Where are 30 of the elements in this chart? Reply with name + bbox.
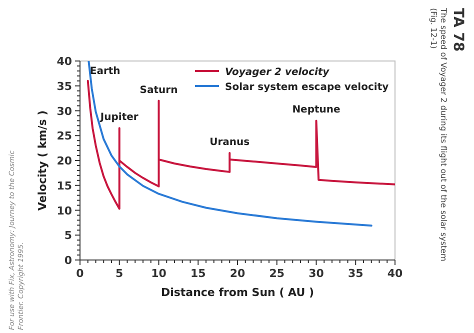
annotation: Uranus — [210, 137, 250, 148]
x-tick-label: 35 — [348, 267, 364, 280]
x-axis-title: Distance from Sun ( AU ) — [160, 286, 314, 299]
y-tick-label: 10 — [56, 204, 72, 218]
y-tick-label: 30 — [56, 104, 72, 118]
x-tick-label: 20 — [230, 267, 246, 280]
x-tick-label: 5 — [116, 267, 124, 280]
y-tick-label: 20 — [56, 154, 72, 168]
y-tick-label: 25 — [56, 130, 72, 143]
annotation: Saturn — [140, 84, 178, 96]
x-tick-label: 30 — [308, 267, 324, 280]
x-tick-label: 0 — [76, 267, 84, 280]
x-tick-label: 25 — [269, 267, 285, 280]
annotation: Earth — [90, 66, 120, 77]
legend-label: Solar system escape velocity — [225, 82, 390, 93]
y-tick-label: 35 — [56, 80, 72, 93]
annotation: Jupiter — [99, 112, 138, 124]
x-tick-label: 40 — [387, 267, 403, 280]
y-tick-label: 0 — [64, 254, 72, 267]
y-tick-label: 15 — [56, 179, 72, 192]
text: The speed of Voyager 2 during its flight out of the solar system (Fig. 12-1) — [429, 7, 448, 262]
x-tick-label: 15 — [190, 267, 206, 280]
y-tick-label: 5 — [64, 229, 72, 242]
legend-label: Voyager 2 velocity — [225, 67, 330, 78]
x-tick-label: 10 — [151, 267, 167, 280]
y-tick-label: 40 — [56, 55, 72, 68]
text: TA 78 — [450, 8, 466, 52]
line-series — [86, 80, 395, 210]
annotation: Neptune — [292, 104, 341, 116]
y-axis-title: Velocity ( km/s ) — [36, 110, 49, 211]
